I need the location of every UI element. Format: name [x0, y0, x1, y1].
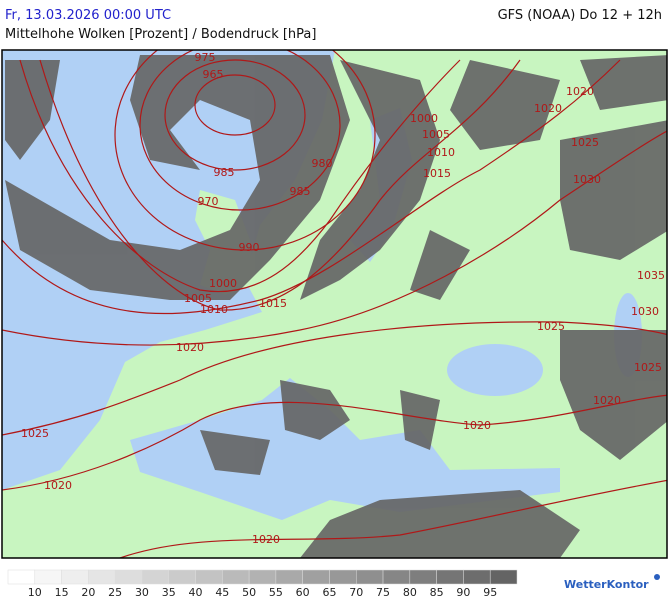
isobar-label: 990	[239, 241, 260, 254]
legend-swatch	[356, 569, 384, 585]
legend-swatch	[61, 569, 89, 585]
legend-label: 95	[483, 586, 497, 599]
legend-swatch	[463, 569, 491, 585]
model: GFS (NOAA) Do 12 + 12h	[498, 8, 662, 23]
isobar-label: 1025	[21, 427, 49, 440]
legend-swatch	[34, 569, 62, 585]
isobar-label: 1020	[176, 341, 204, 354]
legend-label: 85	[430, 586, 444, 599]
legend-label: 60	[296, 586, 310, 599]
legend-swatch	[275, 569, 303, 585]
isobar-label: 1020	[463, 419, 491, 432]
black-sea	[447, 344, 543, 396]
legend-label: 45	[215, 586, 229, 599]
legend-swatch	[302, 569, 330, 585]
isobar-label: 1010	[200, 303, 228, 316]
isobar-label: 980	[312, 157, 333, 170]
legend-swatch	[382, 569, 411, 585]
isobar-label: 1025	[634, 361, 662, 374]
legend-swatch	[195, 569, 223, 585]
isobar-label: 1005	[184, 292, 212, 305]
logo: WetterKontor	[564, 574, 660, 591]
legend-label: 55	[269, 586, 283, 599]
legend-label: 50	[242, 586, 256, 599]
subtitle: Mittelhohe Wolken [Prozent] / Bodendruck…	[5, 27, 316, 42]
legend-label: 35	[162, 586, 176, 599]
isobar-label: 1010	[427, 146, 455, 159]
legend-label: 40	[189, 586, 203, 599]
legend-swatch	[168, 569, 196, 585]
isobar-label: 1035	[637, 269, 665, 282]
legend: 10 15 20 25 30 35 40 45 50 55 60 65 70 75 80 85 90 95	[7, 569, 518, 599]
isobar-label: 1025	[571, 136, 599, 149]
legend-label: 70	[349, 586, 363, 599]
isobar-label: 1020	[534, 102, 562, 115]
date: Fr, 13.03.2026 00:00 UTC	[5, 8, 171, 23]
isobar-label: 1000	[209, 277, 237, 290]
isobars	[2, 50, 667, 558]
isobar-label: 1020	[252, 533, 280, 546]
isobar-label: 1000	[410, 112, 438, 125]
legend-label: 65	[322, 586, 336, 599]
isobar-label: 1015	[423, 167, 451, 180]
legend-label: 20	[81, 586, 95, 599]
legend-label: 10	[28, 586, 42, 599]
legend-swatch	[141, 569, 169, 585]
legend-swatch	[222, 569, 250, 585]
legend-label: 90	[456, 586, 470, 599]
isobar-label: 1020	[44, 479, 72, 492]
isobar-label: 1030	[573, 173, 601, 186]
legend-swatch	[489, 569, 518, 585]
isobar-label: 970	[198, 195, 219, 208]
isobar-label: 1020	[593, 394, 621, 407]
legend-label: 30	[135, 586, 149, 599]
logo-text: WetterKontor	[564, 578, 649, 591]
legend-swatch	[248, 569, 277, 585]
isobar-label: 1005	[422, 128, 450, 141]
isobar-label: 1015	[259, 297, 287, 310]
isobar-label: 975	[195, 51, 216, 64]
legend-swatch	[114, 569, 143, 585]
map-frame	[1, 49, 668, 559]
isobar-label: 965	[203, 68, 224, 81]
legend-swatch	[7, 569, 36, 585]
isobar-label: 1025	[537, 320, 565, 333]
legend-swatch	[88, 569, 116, 585]
legend-label: 15	[55, 586, 69, 599]
isobar-label: 1020	[566, 85, 594, 98]
isobar-label: 985	[214, 166, 235, 179]
logo-icon	[654, 574, 660, 580]
legend-label: 80	[403, 586, 417, 599]
legend-swatch	[436, 569, 464, 585]
isobar-label: 1030	[631, 305, 659, 318]
legend-swatch	[329, 569, 357, 585]
isobar-label: 985	[290, 185, 311, 198]
legend-label: 75	[376, 586, 390, 599]
legend-label: 25	[108, 586, 122, 599]
mediterranean	[130, 378, 560, 520]
legend-swatch	[409, 569, 437, 585]
